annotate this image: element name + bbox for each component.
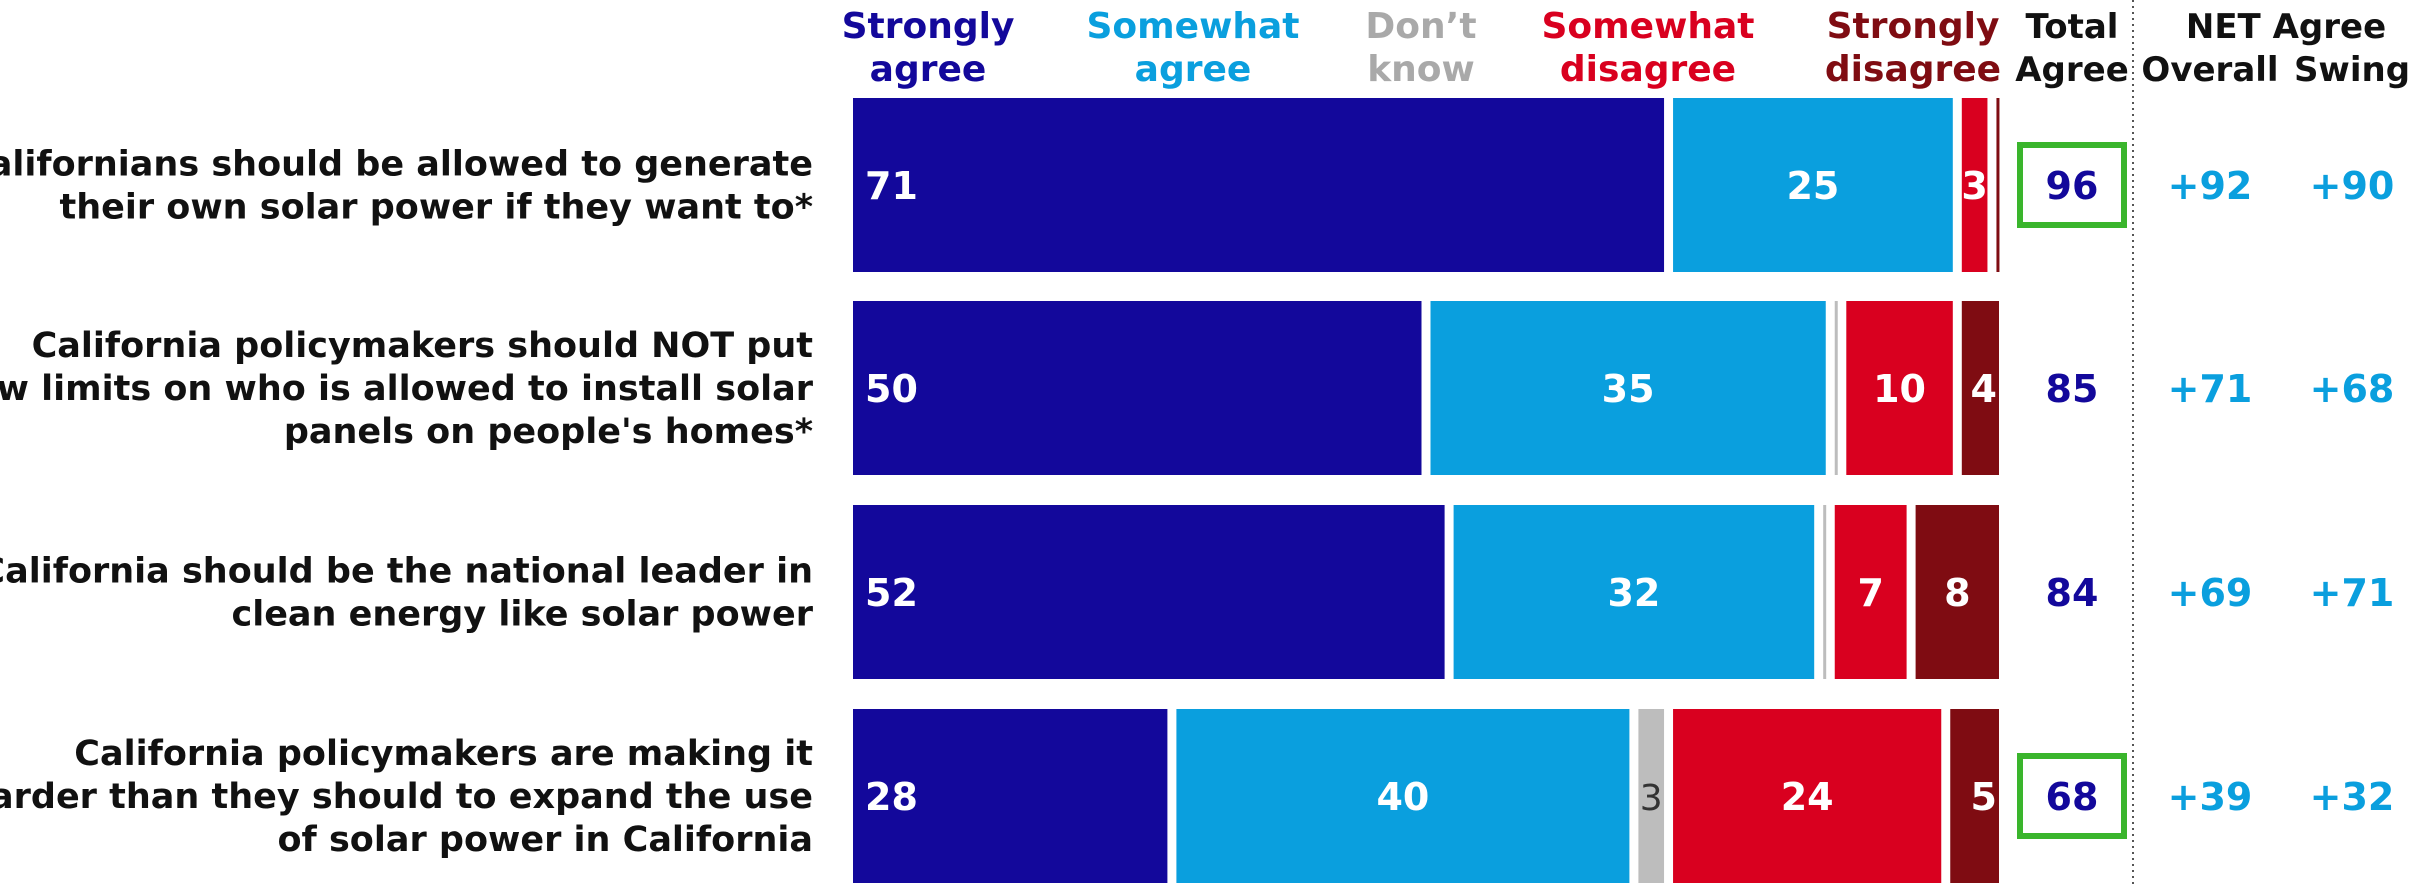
row-label-line: harder than they should to expand the us… xyxy=(0,777,813,817)
legend-line: disagree xyxy=(1560,49,1736,90)
bar-value-label: 28 xyxy=(865,775,918,819)
bar-value-label: 50 xyxy=(865,367,918,411)
bar-value-label: 71 xyxy=(865,164,918,208)
row-label-line: of solar power in California xyxy=(278,820,813,860)
legend-line: agree xyxy=(1135,49,1252,90)
row-label-line: California should be the national leader… xyxy=(0,552,813,592)
total-agree-value: 96 xyxy=(2046,164,2099,208)
bar-segment xyxy=(1961,301,1999,475)
row-label-line: panels on people's homes* xyxy=(284,412,813,452)
total-agree-value: 85 xyxy=(2046,367,2099,411)
legend-line: Strongly xyxy=(842,6,1015,47)
bar-segment xyxy=(1961,98,1988,272)
row-label-line: clean energy like solar power xyxy=(231,595,813,635)
legend-line: Somewhat xyxy=(1087,6,1300,47)
legend-label-strongly-disagree: Strongly disagree xyxy=(1825,6,2001,90)
bar-value-label: 8 xyxy=(1944,571,1970,615)
net-swing-value: +71 xyxy=(2310,571,2395,615)
bars: 71 25 3 50 35 10 4 52 32 7 8 28 40 3 24 5 xyxy=(853,98,2000,883)
bar-value-label: 10 xyxy=(1873,367,1926,411)
legend-label-somewhat-disagree: Somewhat disagree xyxy=(1542,6,1755,90)
net-overall-value: +39 xyxy=(2168,775,2253,819)
bar-value-label: 3 xyxy=(1961,164,1987,208)
net-swing-value: +90 xyxy=(2310,164,2395,208)
bar-segment xyxy=(1638,709,1665,883)
bar-value-label: 4 xyxy=(1971,367,1997,411)
row-label-line: Californians should be allowed to genera… xyxy=(0,145,813,185)
legend-label-don-t-know: Don’t know xyxy=(1365,6,1476,90)
bar-segment xyxy=(1834,301,1838,475)
bar-segment xyxy=(853,98,1665,272)
row-label: California should be the national leader… xyxy=(0,552,814,635)
bar-value-label: 25 xyxy=(1786,164,1839,208)
legend-line: agree xyxy=(870,49,987,90)
net-overall-value: +92 xyxy=(2168,164,2253,208)
bar-value-label: 24 xyxy=(1781,775,1834,819)
legend-line: know xyxy=(1367,49,1475,90)
net-swing-value: +68 xyxy=(2310,367,2395,411)
bar-segment xyxy=(1823,505,1827,679)
total-agree-value: 68 xyxy=(2046,775,2099,819)
total-agree-value: 84 xyxy=(2046,571,2099,615)
total-highlight-box xyxy=(2017,142,2127,228)
bar-segment xyxy=(1176,709,1630,883)
net-agree-header: NET Agree xyxy=(2186,7,2386,47)
row-label-line: new limits on who is allowed to install … xyxy=(0,369,814,409)
row-label: Californians should be allowed to genera… xyxy=(0,145,813,228)
net-swing-header: Swing xyxy=(2294,50,2410,90)
bar-value-label: 52 xyxy=(865,571,918,615)
row-label: California policymakers should NOT put ne… xyxy=(0,326,814,452)
total-agree-header-line: Agree xyxy=(2015,50,2129,90)
legend-label-somewhat-agree: Somewhat agree xyxy=(1087,6,1300,90)
bar-value-label: 3 xyxy=(1640,778,1663,819)
legend-line: Don’t xyxy=(1365,6,1476,47)
bar-segment xyxy=(853,709,1168,883)
legend-line: Somewhat xyxy=(1542,6,1755,47)
bar-segment xyxy=(1950,709,1999,883)
net-overall-value: +69 xyxy=(2168,571,2253,615)
legend-label-strongly-agree: Strongly agree xyxy=(842,6,1015,90)
bar-segment xyxy=(1996,98,2000,272)
bar-value-label: 32 xyxy=(1607,571,1660,615)
bar-value-label: 5 xyxy=(1971,775,1997,819)
bar-value-label: 7 xyxy=(1857,571,1883,615)
legend-line: disagree xyxy=(1825,49,2001,90)
bar-segment xyxy=(853,301,1422,475)
row-labels: Californians should be allowed to genera… xyxy=(0,145,814,861)
net-swing-value: +32 xyxy=(2310,775,2395,819)
bar-segment xyxy=(1915,505,1999,679)
row-label: California policymakers are making it har… xyxy=(0,734,813,860)
net-agree-columns: +92 +90 +71 +68 +69 +71 +39 +32 xyxy=(2168,164,2395,819)
bar-segment xyxy=(1673,709,1942,883)
row-label-line: California policymakers should NOT put xyxy=(32,326,813,366)
total-agree-column: 96 85 84 68 xyxy=(2017,142,2127,839)
bar-value-label: 40 xyxy=(1376,775,1429,819)
row-label-line: their own solar power if they want to* xyxy=(59,188,813,228)
net-overall-header: Overall xyxy=(2141,50,2278,90)
total-highlight-box xyxy=(2017,753,2127,839)
bar-value-label: 35 xyxy=(1602,367,1655,411)
row-label-line: California policymakers are making it xyxy=(74,734,813,774)
bar-segment xyxy=(1453,505,1815,679)
bar-segment xyxy=(853,505,1445,679)
bar-segment xyxy=(1673,98,1953,272)
total-agree-header-line: Total xyxy=(2026,7,2119,47)
bar-segment xyxy=(1430,301,1826,475)
bar-segment xyxy=(1846,301,1953,475)
bar-segment xyxy=(1834,505,1907,679)
legend-line: Strongly xyxy=(1827,6,2000,47)
net-overall-value: +71 xyxy=(2168,367,2253,411)
total-agree-header: Total Agree xyxy=(2015,7,2129,90)
